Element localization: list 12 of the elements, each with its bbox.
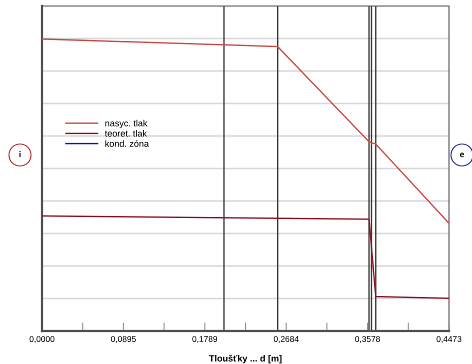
x-tick-label: 0,0000	[30, 336, 54, 343]
legend-label: teoret. tlak	[104, 130, 147, 137]
x-tick-label: 0,0895	[111, 336, 136, 343]
x-axis-title: Tloušťky ... d [m]	[209, 354, 282, 364]
x-tick-label: 0,1789	[192, 336, 218, 343]
legend-label: kond. zóna	[105, 140, 149, 147]
legend-label: nasyc. tlak	[105, 120, 148, 128]
text: i	[19, 151, 21, 158]
text: e	[460, 152, 464, 158]
x-tick-label: 0,2684	[274, 336, 299, 343]
x-tick-label: 0,4473	[436, 336, 462, 343]
x-tick-label: 0,3578	[355, 336, 380, 343]
